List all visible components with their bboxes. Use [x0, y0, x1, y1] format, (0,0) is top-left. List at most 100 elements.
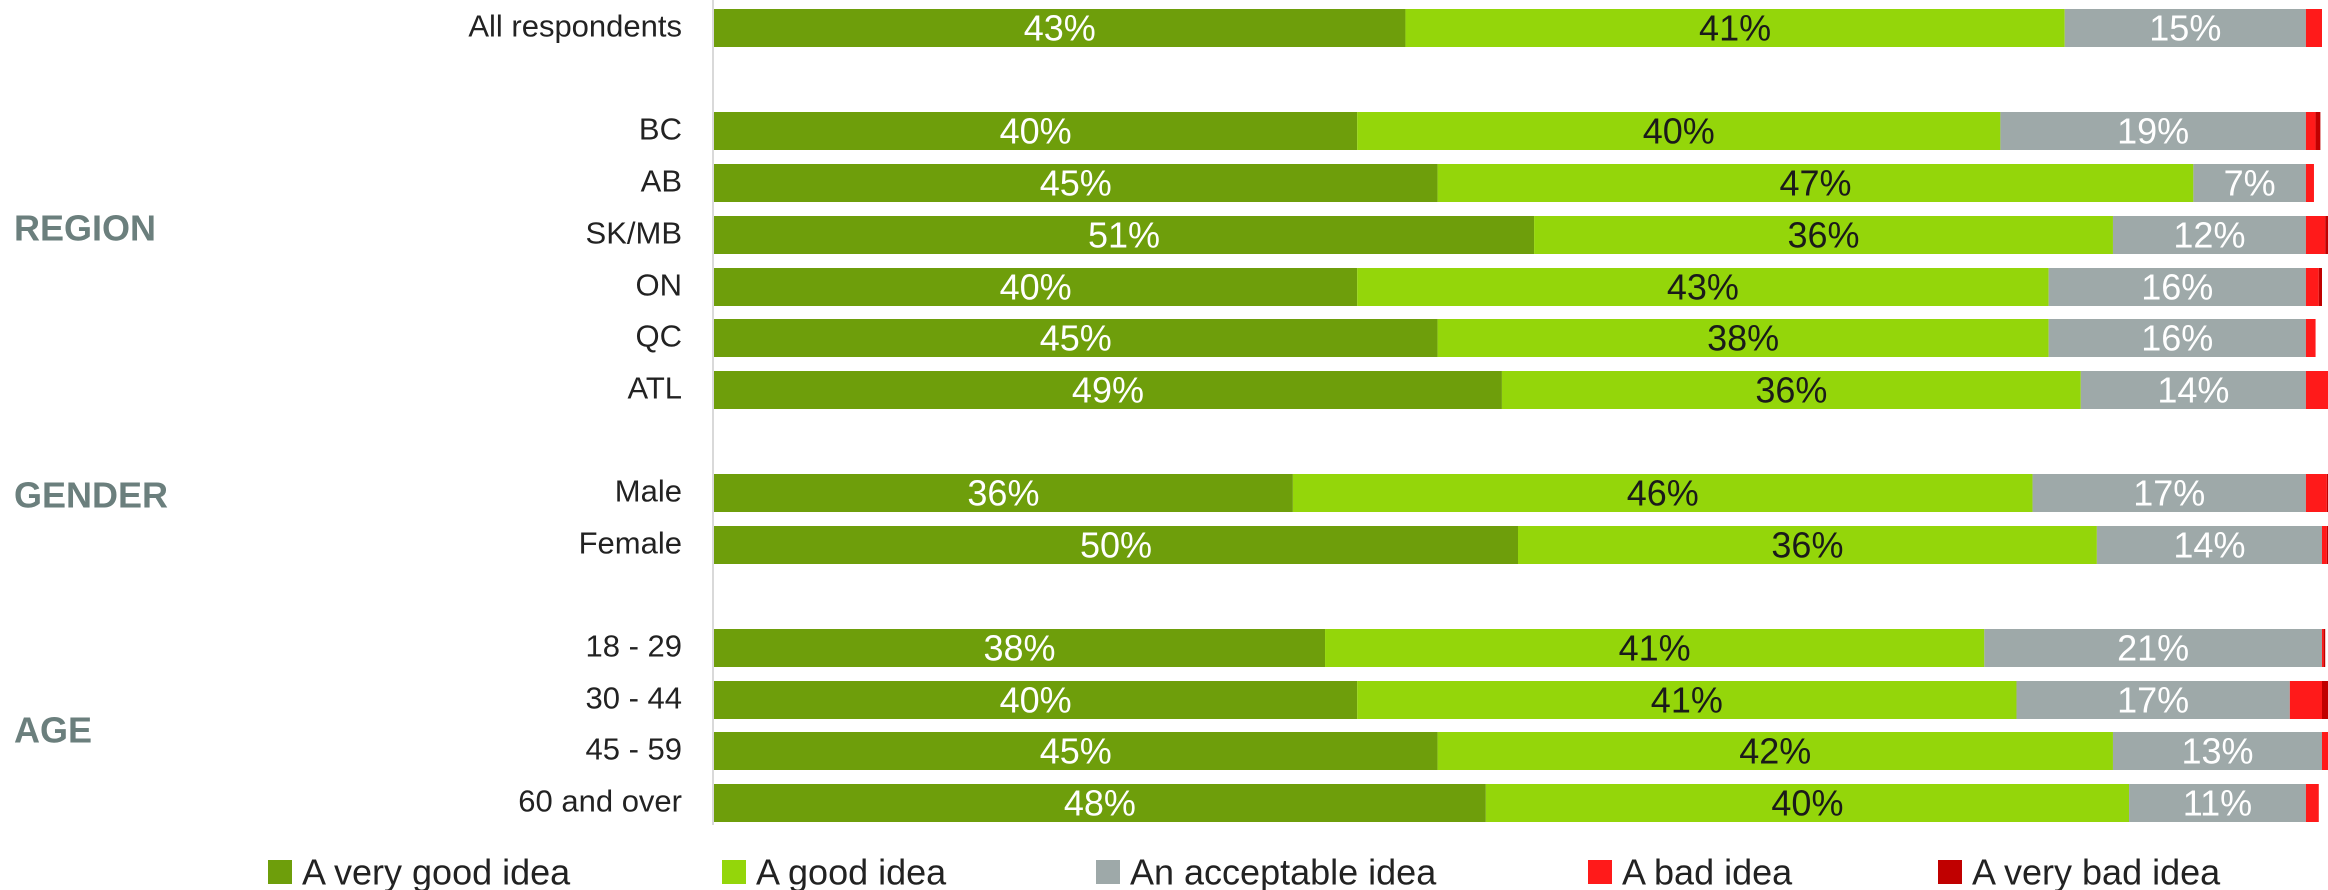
bar-ab-a-good-idea — [1437, 164, 2194, 202]
row-label-30-44: 30 - 44 — [585, 681, 682, 716]
data-label-bc-a-very-good-idea: 40% — [1000, 111, 1072, 152]
row-label-female: Female — [579, 526, 682, 561]
data-label-bc-a-good-idea: 40% — [1643, 111, 1715, 152]
bar-bc-a-good-idea — [1357, 112, 2001, 150]
data-label-sk-mb-a-good-idea: 36% — [1787, 215, 1859, 256]
legend-swatch-a-very-good-idea — [268, 860, 292, 884]
bar-18-29-a-good-idea — [1325, 629, 1985, 667]
bar-male-a-good-idea — [1292, 474, 2033, 512]
group-label-age: AGE — [14, 710, 92, 751]
bar-bc-a-bad-idea — [2305, 112, 2316, 150]
bar-female-a-very-bad-idea — [2326, 526, 2328, 564]
bar-ab-an-acceptable-idea — [2193, 164, 2306, 202]
legend-swatch-a-good-idea — [722, 860, 746, 884]
data-label-on-a-very-good-idea: 40% — [1000, 267, 1072, 308]
bar-on-a-bad-idea — [2305, 268, 2319, 306]
bar-60-and-over-an-acceptable-idea — [2129, 784, 2306, 822]
bar-all-respondents-an-acceptable-idea — [2064, 9, 2306, 47]
data-label-all-respondents-a-very-good-idea: 43% — [1024, 8, 1096, 49]
bar-45-59-an-acceptable-idea — [2112, 732, 2322, 770]
data-label-18-29-a-very-good-idea: 38% — [983, 628, 1055, 669]
data-label-atl-an-acceptable-idea: 14% — [2157, 370, 2229, 411]
legend-label-a-good-idea: A good idea — [756, 852, 947, 890]
bar-male-an-acceptable-idea — [2032, 474, 2306, 512]
bar-ab-a-bad-idea — [2305, 164, 2314, 202]
bar-on-a-good-idea — [1357, 268, 2049, 306]
data-label-all-respondents-a-good-idea: 41% — [1699, 8, 1771, 49]
bar-female-a-very-good-idea — [714, 526, 1518, 564]
row-label-male: Male — [615, 474, 682, 509]
data-label-18-29-a-good-idea: 41% — [1619, 628, 1691, 669]
group-label-region: REGION — [14, 208, 156, 249]
bar-on-a-very-good-idea — [714, 268, 1358, 306]
legend-swatch-an-acceptable-idea — [1096, 860, 1120, 884]
bar-30-44-a-very-good-idea — [714, 681, 1358, 719]
row-label-60-and-over: 60 and over — [518, 784, 682, 819]
data-label-qc-an-acceptable-idea: 16% — [2141, 318, 2213, 359]
bar-atl-a-very-good-idea — [714, 371, 1502, 409]
bar-60-and-over-a-good-idea — [1485, 784, 2130, 822]
bar-18-29-a-very-bad-idea — [2323, 629, 2326, 667]
bar-sk-mb-a-good-idea — [1534, 216, 2113, 254]
bar-all-respondents-a-bad-idea — [2305, 9, 2322, 47]
bar-bc-an-acceptable-idea — [2000, 112, 2306, 150]
data-label-45-59-a-very-good-idea: 45% — [1040, 731, 1112, 772]
bars: 43% 41% 15% 40% 40% 19% 45% 47% 7% 51% 36% 12% 40% 43… — [714, 8, 2328, 824]
data-label-18-29-an-acceptable-idea: 21% — [2117, 628, 2189, 669]
data-label-male-a-good-idea: 46% — [1627, 473, 1699, 514]
data-label-45-59-an-acceptable-idea: 13% — [2181, 731, 2253, 772]
data-label-30-44-a-good-idea: 41% — [1651, 680, 1723, 721]
data-label-60-and-over-an-acceptable-idea: 11% — [2183, 783, 2252, 824]
data-label-ab-a-very-good-idea: 45% — [1040, 163, 1112, 204]
data-label-60-and-over-a-good-idea: 40% — [1771, 783, 1843, 824]
bar-qc-an-acceptable-idea — [2048, 319, 2306, 357]
bar-all-respondents-a-very-good-idea — [714, 9, 1406, 47]
row-label-qc: QC — [636, 319, 683, 354]
bar-30-44-a-bad-idea — [2289, 681, 2322, 719]
bar-atl-a-good-idea — [1501, 371, 2081, 409]
bar-60-and-over-a-bad-idea — [2305, 784, 2319, 822]
bar-sk-mb-a-bad-idea — [2305, 216, 2326, 254]
legend-label-a-very-bad-idea: A very bad idea — [1972, 852, 2221, 890]
bar-on-an-acceptable-idea — [2048, 268, 2306, 306]
bar-on-a-very-bad-idea — [2318, 268, 2322, 306]
data-label-atl-a-good-idea: 36% — [1755, 370, 1827, 411]
data-label-female-a-good-idea: 36% — [1771, 525, 1843, 566]
bar-ab-a-very-good-idea — [714, 164, 1438, 202]
legend-label-a-bad-idea: A bad idea — [1622, 852, 1793, 890]
bar-60-and-over-a-very-good-idea — [714, 784, 1486, 822]
data-label-atl-a-very-good-idea: 49% — [1072, 370, 1144, 411]
bar-atl-an-acceptable-idea — [2080, 371, 2306, 409]
data-label-sk-mb-a-very-good-idea: 51% — [1088, 215, 1160, 256]
legend: A very good idea A good idea An acceptable… — [268, 852, 2221, 890]
bar-male-a-very-good-idea — [714, 474, 1293, 512]
row-label-45-59: 45 - 59 — [585, 732, 682, 767]
bar-30-44-an-acceptable-idea — [2016, 681, 2290, 719]
bar-qc-a-good-idea — [1437, 319, 2049, 357]
bar-female-an-acceptable-idea — [2096, 526, 2322, 564]
bar-bc-a-very-good-idea — [714, 112, 1358, 150]
data-label-on-an-acceptable-idea: 16% — [2141, 267, 2213, 308]
bar-atl-a-bad-idea — [2305, 371, 2328, 409]
row-label-atl: ATL — [627, 371, 682, 406]
bar-45-59-a-bad-idea — [2322, 732, 2328, 770]
bar-sk-mb-an-acceptable-idea — [2112, 216, 2306, 254]
data-label-ab-an-acceptable-idea: 7% — [2224, 163, 2276, 204]
data-label-sk-mb-an-acceptable-idea: 12% — [2173, 215, 2245, 256]
bar-18-29-an-acceptable-idea — [1984, 629, 2322, 667]
data-label-all-respondents-an-acceptable-idea: 15% — [2149, 8, 2221, 49]
bar-sk-mb-a-very-bad-idea — [2325, 216, 2328, 254]
bar-45-59-a-very-good-idea — [714, 732, 1438, 770]
data-label-qc-a-very-good-idea: 45% — [1040, 318, 1112, 359]
bar-18-29-a-bad-idea — [2322, 629, 2324, 667]
bar-qc-a-very-good-idea — [714, 319, 1438, 357]
data-label-bc-an-acceptable-idea: 19% — [2117, 111, 2189, 152]
data-label-30-44-a-very-good-idea: 40% — [1000, 680, 1072, 721]
group-labels: REGION GENDER AGE — [14, 208, 168, 751]
data-label-male-an-acceptable-idea: 17% — [2133, 473, 2205, 514]
data-label-on-a-good-idea: 43% — [1667, 267, 1739, 308]
data-label-ab-a-good-idea: 47% — [1779, 163, 1851, 204]
legend-label-an-acceptable-idea: An acceptable idea — [1130, 852, 1437, 890]
data-label-45-59-a-good-idea: 42% — [1739, 731, 1811, 772]
